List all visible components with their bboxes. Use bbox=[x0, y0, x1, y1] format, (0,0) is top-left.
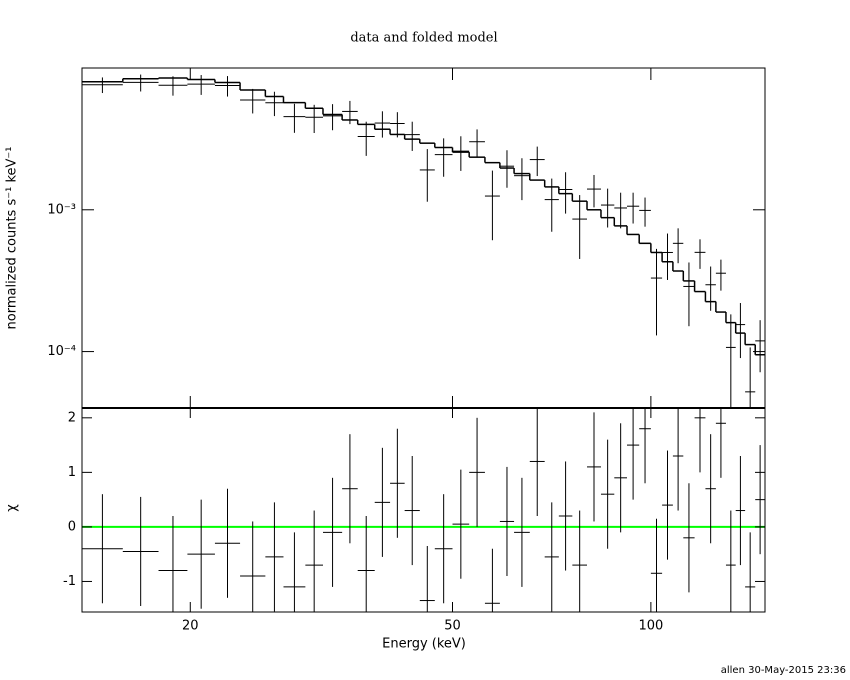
y-tick-label: 1 bbox=[68, 465, 76, 480]
x-tick-label: 100 bbox=[638, 619, 663, 634]
bottom-plot bbox=[82, 408, 765, 612]
y-tick-label: 10⁻³ bbox=[47, 202, 76, 217]
chart-title: data and folded model bbox=[350, 31, 497, 46]
x-axis-label: Energy (keV) bbox=[382, 637, 466, 652]
model-riser bbox=[122, 78, 756, 355]
y-axis-label: normalized counts s⁻¹ keV⁻¹ bbox=[5, 147, 20, 330]
y-tick-label: -1 bbox=[63, 574, 76, 589]
x-tick-label: 20 bbox=[182, 619, 199, 634]
x-tick-label: 50 bbox=[444, 619, 461, 634]
y-tick-label: 0 bbox=[68, 519, 76, 534]
y-axis-label: χ bbox=[5, 504, 20, 512]
frame bbox=[81, 67, 766, 613]
y-tick-label: 10⁻⁴ bbox=[47, 344, 76, 359]
y-tick-label: 2 bbox=[68, 410, 76, 425]
top-plot bbox=[82, 74, 765, 408]
footer: allen 30-May-2015 23:36 bbox=[721, 665, 846, 676]
